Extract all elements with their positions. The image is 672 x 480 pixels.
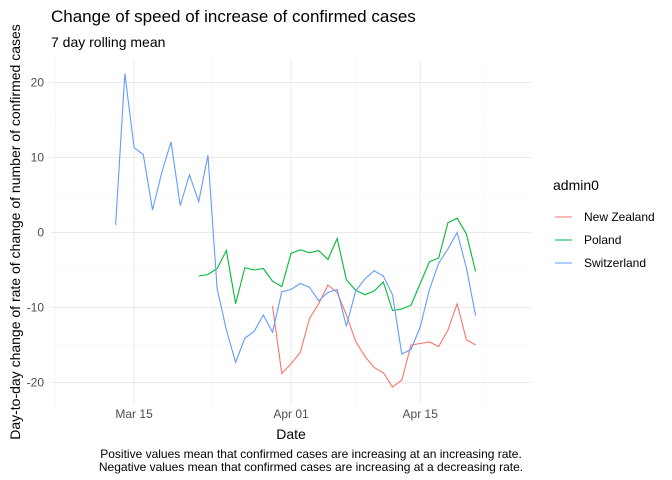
legend-title: admin0 [553,177,599,193]
x-axis-title: Date [276,426,306,442]
series-line-new-zealand [271,284,476,388]
legend-label-poland: Poland [584,233,621,247]
y-tick-label: -20 [27,376,45,390]
series-line-poland [198,217,477,312]
legend-label-switzerland: Switzerland [584,256,646,270]
chart-subtitle: 7 day rolling mean [51,34,165,50]
caption-line-2: Negative values mean that confirmed case… [99,460,523,474]
y-axis-ticks: 20 10 0 -10 -20 [27,76,45,390]
legend: admin0 New Zealand Poland Switzerland [553,177,655,270]
caption-line-1: Positive values mean that confirmed case… [100,447,522,461]
y-tick-label: 10 [31,151,45,165]
legend-label-new-zealand: New Zealand [584,210,655,224]
y-axis-title: Day-to-day change of rate of change of n… [7,24,23,440]
series-line-switzerland [115,73,477,364]
x-tick-label: Apr 15 [403,407,439,421]
series-lines [115,73,477,388]
y-tick-label: -10 [27,301,45,315]
x-axis-ticks: Mar 15 Apr 01 Apr 15 [115,407,438,421]
y-tick-label: 20 [31,76,45,90]
grid [51,60,531,405]
x-tick-label: Apr 01 [273,407,309,421]
chart-title: Change of speed of increase of confirmed… [51,7,416,26]
y-tick-label: 0 [37,226,44,240]
x-tick-label: Mar 15 [115,407,153,421]
